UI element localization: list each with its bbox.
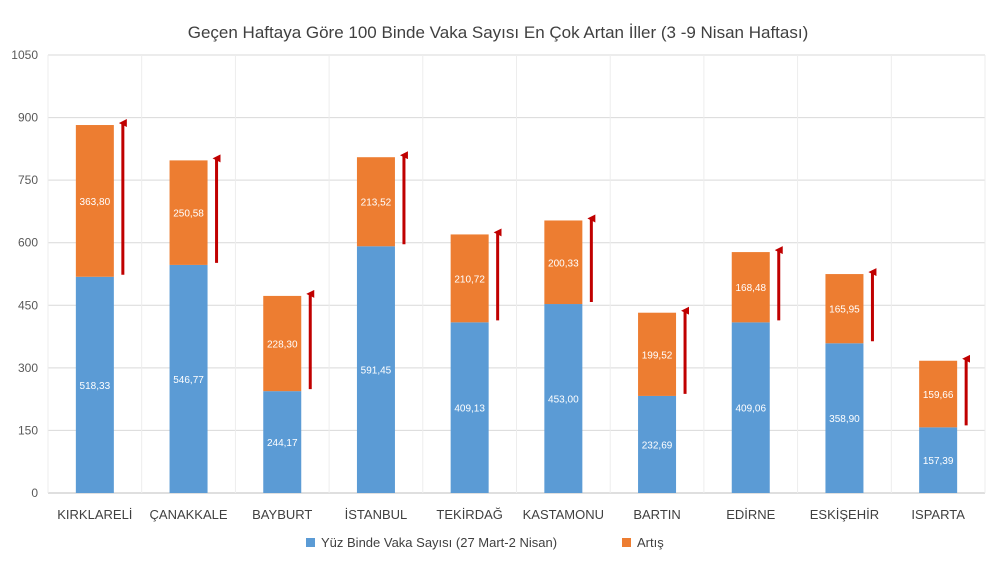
bar-base xyxy=(75,276,114,493)
data-label: 409,06 xyxy=(735,404,766,415)
data-label: 232,69 xyxy=(642,440,673,451)
x-tick-label: BARTIN xyxy=(633,507,680,522)
y-tick-label: 750 xyxy=(18,173,38,187)
x-tick-label: ESKİŞEHİR xyxy=(810,507,879,522)
y-tick-label: 900 xyxy=(18,111,38,125)
bar-increase xyxy=(450,234,489,323)
y-tick-label: 300 xyxy=(18,361,38,375)
bar-increase xyxy=(544,220,583,305)
y-tick-label: 600 xyxy=(18,236,38,250)
bar-base xyxy=(919,427,958,493)
bar-base xyxy=(356,246,395,493)
legend-label-base: Yüz Binde Vaka Sayısı (27 Mart-2 Nisan) xyxy=(321,535,557,550)
x-tick-label: ÇANAKKALE xyxy=(150,507,228,522)
x-tick-label: KIRKLARELİ xyxy=(57,507,132,522)
bar-base xyxy=(731,322,770,493)
bar-increase xyxy=(169,160,208,265)
legend: Yüz Binde Vaka Sayısı (27 Mart-2 Nisan) … xyxy=(306,535,664,550)
bar-increase xyxy=(825,274,864,344)
legend-label-increase: Artış xyxy=(637,535,664,550)
data-label: 546,77 xyxy=(173,375,204,386)
legend-swatch-base xyxy=(306,538,315,547)
data-label: 168,48 xyxy=(735,283,766,294)
x-tick-label: TEKİRDAĞ xyxy=(436,507,502,522)
legend-swatch-increase xyxy=(622,538,631,547)
data-label: 228,30 xyxy=(267,340,298,351)
y-tick-label: 1050 xyxy=(11,48,38,62)
bar-increase xyxy=(731,252,770,323)
data-label: 358,90 xyxy=(829,414,860,425)
chart-title: Geçen Haftaya Göre 100 Binde Vaka Sayısı… xyxy=(188,23,808,42)
x-tick-label: ISPARTA xyxy=(911,507,965,522)
data-label: 213,52 xyxy=(361,198,392,209)
bar-base xyxy=(169,264,208,493)
data-label: 165,95 xyxy=(829,305,860,316)
bar-increase xyxy=(263,295,302,392)
data-label: 250,58 xyxy=(173,209,204,220)
bar-base xyxy=(450,322,489,493)
data-label: 157,39 xyxy=(923,456,954,467)
bar-base xyxy=(825,343,864,493)
bars: 518,33 363,80 546,77 250,58 244,17 228,30 591,… xyxy=(75,125,958,493)
x-tick-label: İSTANBUL xyxy=(345,507,408,522)
data-label: 199,52 xyxy=(642,350,673,361)
bar-increase xyxy=(638,312,677,396)
increase-arrows xyxy=(118,119,971,426)
bar-base xyxy=(638,395,677,493)
data-label: 591,45 xyxy=(361,366,392,377)
data-label: 244,17 xyxy=(267,438,298,449)
data-label: 200,33 xyxy=(548,258,579,269)
data-label: 409,13 xyxy=(454,404,485,415)
bar-base xyxy=(544,304,583,493)
axis-ticks: 0 150 300 450 600 750 900 1050 KIRKLARELİ ÇANAKKA… xyxy=(11,48,965,522)
bar-increase xyxy=(75,125,114,277)
y-tick-label: 450 xyxy=(18,298,38,312)
x-tick-label: KASTAMONU xyxy=(523,507,604,522)
data-label: 518,33 xyxy=(80,381,111,392)
bar-base xyxy=(263,391,302,493)
data-label: 159,66 xyxy=(923,390,954,401)
bar-increase xyxy=(919,360,958,428)
data-label: 210,72 xyxy=(454,274,485,285)
y-tick-label: 150 xyxy=(18,423,38,437)
data-label: 453,00 xyxy=(548,395,579,406)
bar-increase xyxy=(356,157,395,247)
data-label: 363,80 xyxy=(80,197,111,208)
y-tick-label: 0 xyxy=(31,486,38,500)
x-tick-label: BAYBURT xyxy=(252,507,312,522)
x-tick-label: EDİRNE xyxy=(726,507,775,522)
